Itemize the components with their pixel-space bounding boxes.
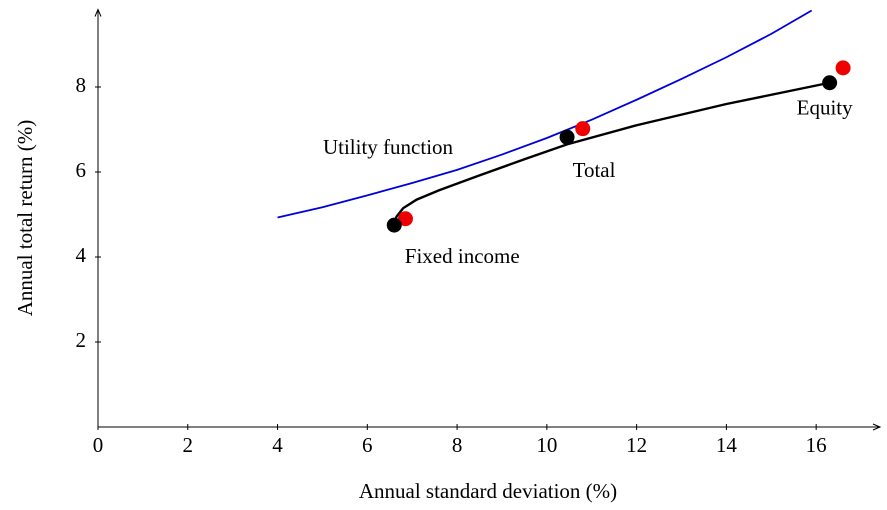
alt-point [835,60,851,76]
point [559,129,575,145]
x-tick-label: 16 [806,433,827,457]
y-tick-label: 2 [76,328,87,352]
x-tick-label: 10 [536,433,557,457]
x-tick-label: 14 [716,433,738,457]
point [822,75,838,91]
point [386,217,402,233]
curve [277,9,813,219]
y-axis-arrow [94,8,102,17]
alt-point [575,121,591,137]
x-tick-label: 6 [362,433,373,457]
x-tick-label: 4 [272,433,283,457]
x-tick-label: 2 [183,433,194,457]
y-tick-label: 4 [76,243,87,267]
x-tick-label: 0 [93,433,104,457]
alt-point [397,211,413,227]
point-label: Equity [797,96,853,120]
x-tick-label: 12 [626,433,647,457]
curve-label: Utility function [323,135,454,159]
y-tick-label: 6 [76,158,87,182]
curve [393,81,830,226]
y-tick-label: 8 [76,73,87,97]
x-tick-label: 8 [452,433,463,457]
point-label: Total [573,158,616,182]
x-axis-label: Annual standard deviation (%) [359,479,617,503]
x-axis-arrow [872,423,882,431]
y-axis-label: Annual total return (%) [13,120,37,317]
point-label: Fixed income [405,244,520,268]
